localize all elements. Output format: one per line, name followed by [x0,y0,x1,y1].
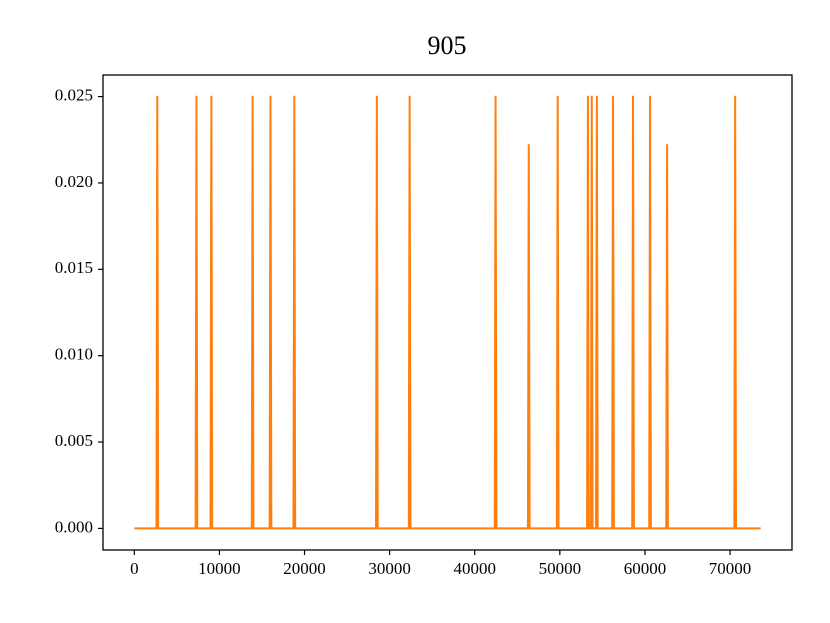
x-tick-label: 70000 [709,559,752,578]
data-line [134,95,761,530]
y-tick-label: 0.005 [55,431,93,450]
x-tick-label: 40000 [453,559,496,578]
y-tick-label: 0.025 [55,85,93,104]
y-tick-label: 0.000 [55,517,93,536]
x-tick-label: 50000 [539,559,582,578]
x-tick-label: 30000 [368,559,411,578]
y-tick-label: 0.010 [55,345,93,364]
x-tick-label: 10000 [198,559,241,578]
chart-title: 905 [428,31,467,60]
y-tick-label: 0.020 [55,172,93,191]
x-tick-label: 0 [130,559,139,578]
y-tick-label: 0.015 [55,258,93,277]
x-tick-label: 60000 [624,559,667,578]
plot-frame [102,74,793,551]
x-tick-label: 20000 [283,559,326,578]
